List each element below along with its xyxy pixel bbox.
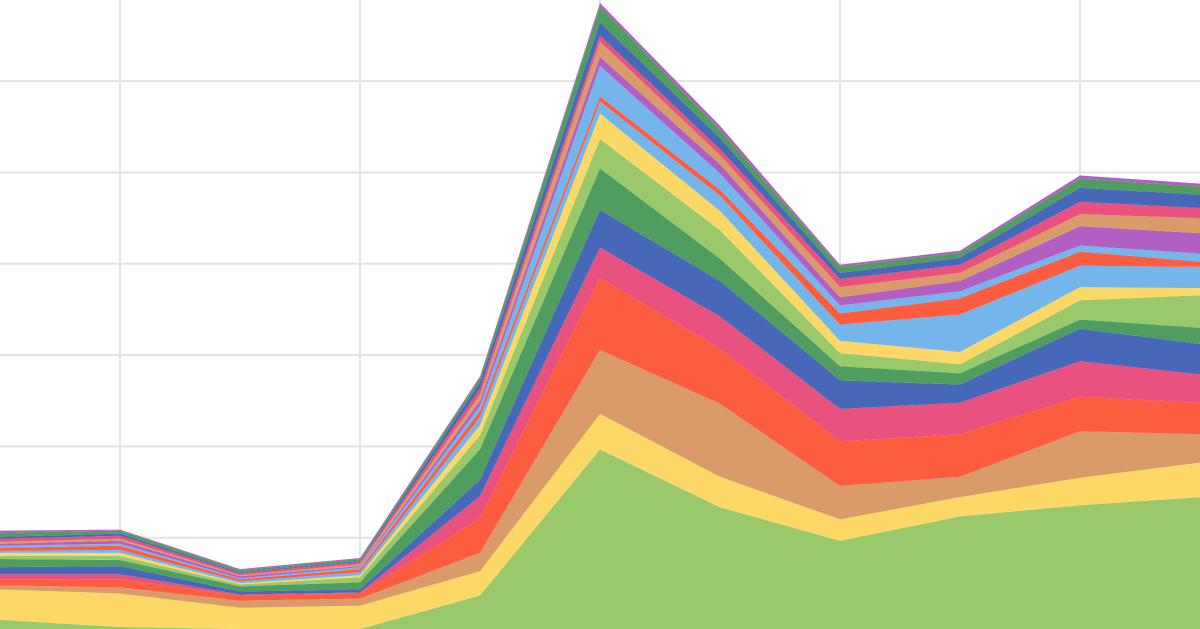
area-series-7 bbox=[0, 168, 1200, 592]
area-series-6 bbox=[0, 210, 1200, 595]
area-series-3 bbox=[0, 350, 1200, 608]
area-series-5 bbox=[0, 247, 1200, 596]
area-series-2 bbox=[0, 413, 1200, 629]
area-series-group bbox=[0, 3, 1200, 629]
area-series-10 bbox=[0, 101, 1200, 584]
area-series-1 bbox=[0, 449, 1200, 629]
area-series-4 bbox=[0, 278, 1200, 601]
